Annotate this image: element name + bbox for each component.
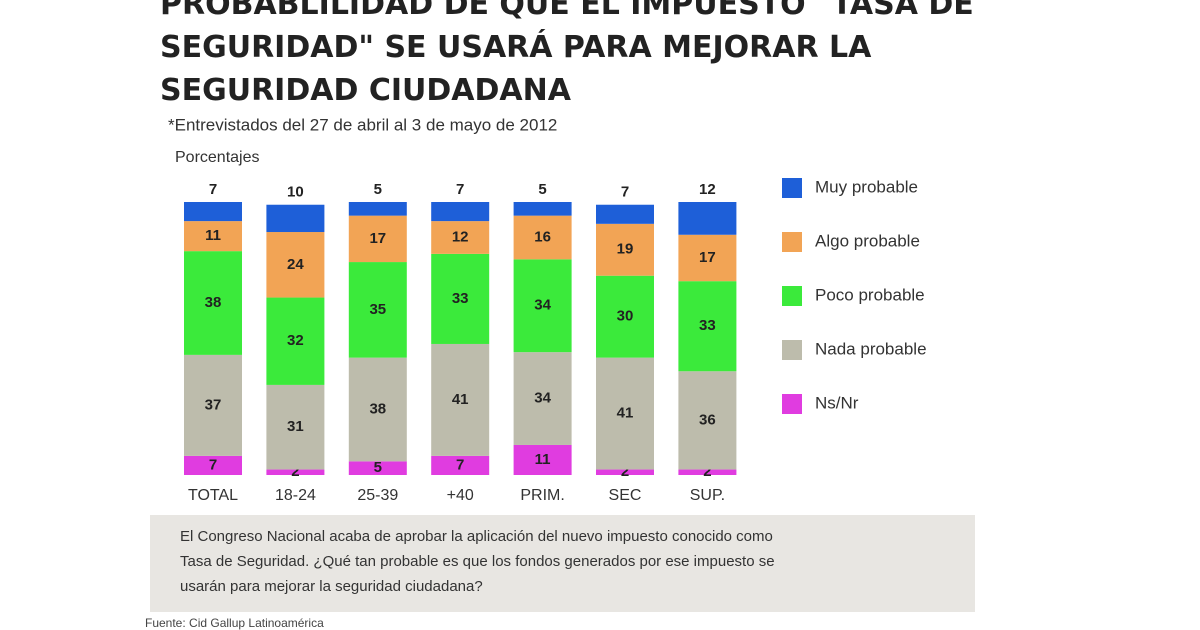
bar-segment bbox=[678, 234, 737, 282]
value-label: 36 bbox=[699, 411, 716, 428]
value-label: 7 bbox=[209, 456, 217, 473]
value-label: 30 bbox=[617, 308, 634, 325]
bar-segment bbox=[431, 455, 490, 475]
legend-label: Poco probable bbox=[815, 285, 925, 304]
bar-segment bbox=[184, 221, 242, 252]
x-tick-label: TOTAL bbox=[188, 487, 238, 504]
subtitle: *Entrevistados del 27 de abril al 3 de m… bbox=[168, 115, 557, 134]
value-label: 24 bbox=[287, 256, 304, 273]
bar-segment bbox=[513, 259, 572, 353]
bar-segment bbox=[266, 469, 325, 475]
bar-segment bbox=[596, 469, 654, 475]
value-label: 17 bbox=[699, 249, 716, 266]
x-tick-label: 25-39 bbox=[357, 487, 398, 504]
x-tick-label: SUP. bbox=[690, 487, 725, 504]
value-label: 2 bbox=[291, 463, 299, 480]
bar-segment bbox=[184, 202, 242, 222]
bar-segment bbox=[348, 215, 407, 263]
x-tick-label: +40 bbox=[447, 487, 474, 504]
unit-label: Porcentajes bbox=[175, 149, 260, 166]
value-label: 32 bbox=[287, 332, 304, 349]
value-label: 7 bbox=[209, 181, 217, 198]
value-label: 7 bbox=[456, 456, 464, 473]
bar-segment bbox=[184, 455, 242, 475]
bar-segment bbox=[348, 357, 407, 462]
bar-segment bbox=[596, 204, 654, 224]
value-label: 34 bbox=[534, 297, 551, 314]
x-tick-label: 18-24 bbox=[275, 487, 316, 504]
value-label: 2 bbox=[621, 463, 629, 480]
value-label: 12 bbox=[699, 181, 716, 198]
value-label: 16 bbox=[534, 228, 551, 245]
legend-swatch bbox=[782, 178, 802, 198]
bar-segment bbox=[184, 251, 242, 355]
legend-swatch bbox=[782, 232, 802, 252]
bar-segment bbox=[596, 223, 654, 276]
legend-label: Muy probable bbox=[815, 177, 918, 196]
legend-label: Ns/Nr bbox=[815, 393, 859, 412]
legend-label: Nada probable bbox=[815, 339, 927, 358]
bar-segment bbox=[431, 202, 490, 222]
value-label: 41 bbox=[617, 405, 634, 422]
bar-segment bbox=[596, 275, 654, 358]
value-label: 17 bbox=[369, 230, 386, 247]
value-label: 5 bbox=[374, 181, 382, 198]
bar-segment bbox=[513, 215, 572, 260]
value-label: 35 bbox=[369, 301, 386, 318]
value-label: 41 bbox=[452, 391, 469, 408]
legend-swatch bbox=[782, 286, 802, 306]
bar-segment bbox=[348, 461, 407, 475]
bar-segment bbox=[348, 262, 407, 358]
bar-segment bbox=[596, 357, 654, 470]
value-label: 19 bbox=[617, 241, 634, 258]
note: El Congreso Nacional acaba de aprobar la… bbox=[180, 528, 773, 545]
value-label: 11 bbox=[535, 451, 551, 468]
value-label: 7 bbox=[621, 184, 629, 201]
bar-segment bbox=[513, 444, 572, 475]
note: Tasa de Seguridad. ¿Qué tan probable es … bbox=[180, 553, 775, 570]
note-box bbox=[150, 515, 975, 612]
bar-segment bbox=[348, 202, 407, 216]
note: usarán para mejorar la seguridad ciudada… bbox=[180, 578, 483, 595]
value-label: 31 bbox=[287, 418, 304, 435]
bar-segment bbox=[266, 204, 325, 233]
value-label: 5 bbox=[538, 181, 546, 198]
chart-title: SEGURIDAD CIUDADANA bbox=[160, 73, 572, 108]
legend-swatch bbox=[782, 340, 802, 360]
bar-segment bbox=[678, 202, 737, 235]
value-label: 5 bbox=[374, 459, 382, 476]
value-label: 38 bbox=[205, 294, 222, 311]
x-tick-label: SEC bbox=[609, 487, 642, 504]
legend-swatch bbox=[782, 394, 802, 414]
bar-segment bbox=[678, 281, 737, 372]
bar-segment bbox=[266, 297, 325, 385]
value-label: 10 bbox=[287, 184, 304, 201]
bar-segment bbox=[266, 232, 325, 298]
bar-segment bbox=[513, 352, 572, 445]
bar-segment bbox=[431, 221, 490, 254]
value-label: 33 bbox=[699, 317, 716, 334]
chart-title: SEGURIDAD" SE USARÁ PARA MEJORAR LA bbox=[160, 29, 872, 65]
x-tick-label: PRIM. bbox=[520, 487, 564, 504]
source: Fuente: Cid Gallup Latinoamérica bbox=[145, 616, 324, 630]
value-label: 38 bbox=[369, 400, 386, 417]
value-label: 34 bbox=[534, 390, 551, 407]
legend-label: Algo probable bbox=[815, 231, 920, 250]
value-label: 7 bbox=[456, 181, 464, 198]
bar-segment bbox=[678, 371, 737, 470]
bar-segment bbox=[431, 253, 490, 344]
value-label: 33 bbox=[452, 290, 469, 307]
bar-segment bbox=[678, 469, 737, 475]
bar-segment bbox=[431, 343, 490, 456]
value-label: 2 bbox=[703, 463, 711, 480]
value-label: 11 bbox=[205, 227, 221, 244]
bar-segment bbox=[184, 354, 242, 456]
bar-segment bbox=[266, 384, 325, 470]
bar-segment bbox=[513, 202, 572, 216]
value-label: 12 bbox=[452, 228, 469, 245]
value-label: 37 bbox=[205, 396, 222, 413]
chart-title: PROBABLILIDAD DE QUE EL IMPUESTO "TASA D… bbox=[160, 0, 974, 22]
